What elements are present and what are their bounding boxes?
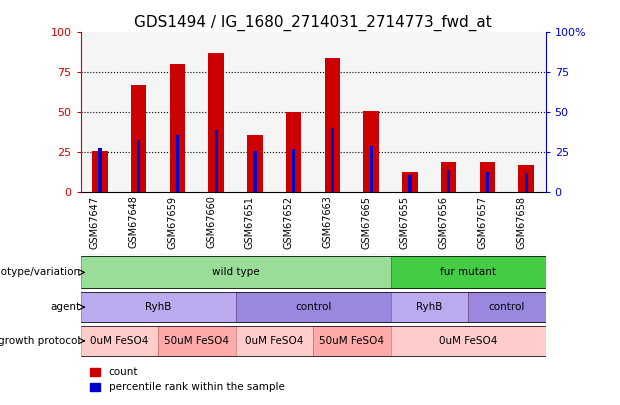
Bar bbox=[137, 140, 140, 192]
Text: 0uM FeSO4: 0uM FeSO4 bbox=[90, 336, 149, 346]
Bar bbox=[402, 172, 418, 192]
FancyBboxPatch shape bbox=[81, 256, 391, 288]
Text: growth protocol: growth protocol bbox=[0, 336, 81, 346]
Bar bbox=[331, 128, 334, 192]
FancyBboxPatch shape bbox=[81, 292, 236, 322]
Bar bbox=[131, 85, 146, 192]
Text: GSM67657: GSM67657 bbox=[477, 196, 487, 249]
Text: fur mutant: fur mutant bbox=[440, 267, 496, 277]
Text: GSM67652: GSM67652 bbox=[284, 196, 294, 249]
Text: GSM67658: GSM67658 bbox=[516, 196, 526, 249]
Text: GSM67647: GSM67647 bbox=[90, 196, 100, 249]
Bar bbox=[525, 173, 528, 192]
Text: GSM67665: GSM67665 bbox=[361, 196, 371, 249]
Text: wild type: wild type bbox=[212, 267, 259, 277]
Text: control: control bbox=[489, 302, 525, 312]
FancyBboxPatch shape bbox=[158, 326, 236, 356]
Bar bbox=[447, 170, 450, 192]
Bar bbox=[480, 162, 495, 192]
Text: GSM67659: GSM67659 bbox=[167, 196, 177, 249]
FancyBboxPatch shape bbox=[81, 326, 158, 356]
FancyBboxPatch shape bbox=[468, 292, 546, 322]
Text: 50uM FeSO4: 50uM FeSO4 bbox=[319, 336, 384, 346]
Bar bbox=[292, 149, 296, 192]
Title: GDS1494 / IG_1680_2714031_2714773_fwd_at: GDS1494 / IG_1680_2714031_2714773_fwd_at bbox=[134, 15, 492, 31]
FancyBboxPatch shape bbox=[313, 326, 391, 356]
Text: genotype/variation: genotype/variation bbox=[0, 267, 81, 277]
Text: GSM67651: GSM67651 bbox=[245, 196, 255, 249]
Bar bbox=[215, 130, 218, 192]
Bar bbox=[253, 151, 257, 192]
Text: control: control bbox=[295, 302, 331, 312]
Text: GSM67663: GSM67663 bbox=[322, 196, 332, 248]
Text: GSM67656: GSM67656 bbox=[439, 196, 449, 249]
FancyBboxPatch shape bbox=[391, 292, 468, 322]
Bar bbox=[208, 53, 224, 192]
Bar bbox=[409, 175, 412, 192]
Bar bbox=[486, 172, 489, 192]
Text: RyhB: RyhB bbox=[416, 302, 443, 312]
FancyBboxPatch shape bbox=[236, 292, 391, 322]
Text: 50uM FeSO4: 50uM FeSO4 bbox=[164, 336, 229, 346]
Bar bbox=[99, 147, 102, 192]
Legend: count, percentile rank within the sample: count, percentile rank within the sample bbox=[86, 363, 289, 396]
Bar bbox=[170, 64, 185, 192]
Text: GSM67648: GSM67648 bbox=[129, 196, 139, 248]
Text: RyhB: RyhB bbox=[145, 302, 171, 312]
Bar bbox=[92, 151, 108, 192]
Bar bbox=[325, 58, 340, 192]
Text: GSM67660: GSM67660 bbox=[206, 196, 216, 248]
Text: GSM67655: GSM67655 bbox=[400, 196, 410, 249]
Bar bbox=[176, 135, 179, 192]
Bar bbox=[247, 135, 263, 192]
Bar bbox=[286, 113, 301, 192]
FancyBboxPatch shape bbox=[391, 256, 546, 288]
Text: 0uM FeSO4: 0uM FeSO4 bbox=[245, 336, 304, 346]
Bar bbox=[370, 146, 373, 192]
Bar bbox=[363, 111, 379, 192]
FancyBboxPatch shape bbox=[391, 326, 546, 356]
FancyBboxPatch shape bbox=[236, 326, 313, 356]
Text: agent: agent bbox=[50, 302, 81, 312]
Text: 0uM FeSO4: 0uM FeSO4 bbox=[439, 336, 497, 346]
Bar bbox=[518, 165, 534, 192]
Bar bbox=[441, 162, 456, 192]
